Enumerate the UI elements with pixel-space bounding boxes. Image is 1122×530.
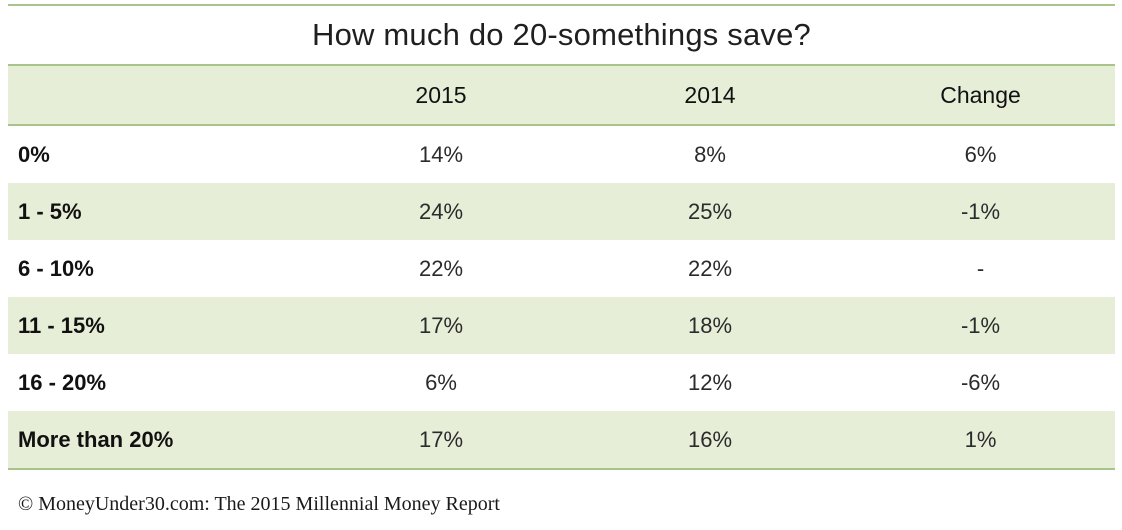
cell-change: -1%: [960, 312, 1001, 338]
row-label: 11 - 15%: [18, 312, 105, 338]
savings-table: How much do 20-somethings save? 2015 201…: [8, 4, 1115, 470]
cell-change: -: [976, 255, 985, 281]
header-cell-2014: 2014: [684, 81, 736, 108]
table-row: 6 - 10% 22% 22% -: [8, 240, 1115, 297]
cell-2014: 8%: [694, 141, 726, 167]
cell-change: -6%: [960, 369, 1001, 395]
cell-2015: 6%: [425, 369, 457, 395]
row-label: More than 20%: [18, 426, 174, 452]
row-label: 0%: [18, 141, 50, 167]
table-row: 11 - 15% 17% 18% -1%: [8, 297, 1115, 354]
cell-2014: 12%: [687, 369, 733, 395]
table-row: 16 - 20% 6% 12% -6%: [8, 354, 1115, 411]
table-row: More than 20% 17% 16% 1%: [8, 411, 1115, 470]
cell-2015: 17%: [418, 312, 464, 338]
cell-2015: 17%: [418, 426, 464, 452]
cell-2015: 14%: [418, 141, 464, 167]
table-header-row: 2015 2014 Change: [8, 64, 1115, 126]
row-label: 6 - 10%: [18, 255, 94, 281]
header-cell-change: Change: [940, 81, 1021, 108]
cell-2014: 25%: [687, 198, 733, 224]
cell-2014: 16%: [687, 426, 733, 452]
cell-change: -1%: [960, 198, 1001, 224]
cell-2014: 18%: [687, 312, 733, 338]
row-label: 1 - 5%: [18, 198, 82, 224]
cell-2015: 22%: [418, 255, 464, 281]
header-cell-2015: 2015: [415, 81, 467, 108]
table-title: How much do 20-somethings save?: [8, 4, 1115, 64]
table-row: 1 - 5% 24% 25% -1%: [8, 183, 1115, 240]
cell-change: 6%: [964, 141, 997, 167]
source-credit: © MoneyUnder30.com: The 2015 Millennial …: [18, 493, 500, 515]
cell-2015: 24%: [418, 198, 464, 224]
row-label: 16 - 20%: [18, 369, 107, 395]
table-row: 0% 14% 8% 6%: [8, 126, 1115, 183]
cell-2014: 22%: [687, 255, 733, 281]
cell-change: 1%: [964, 426, 997, 452]
